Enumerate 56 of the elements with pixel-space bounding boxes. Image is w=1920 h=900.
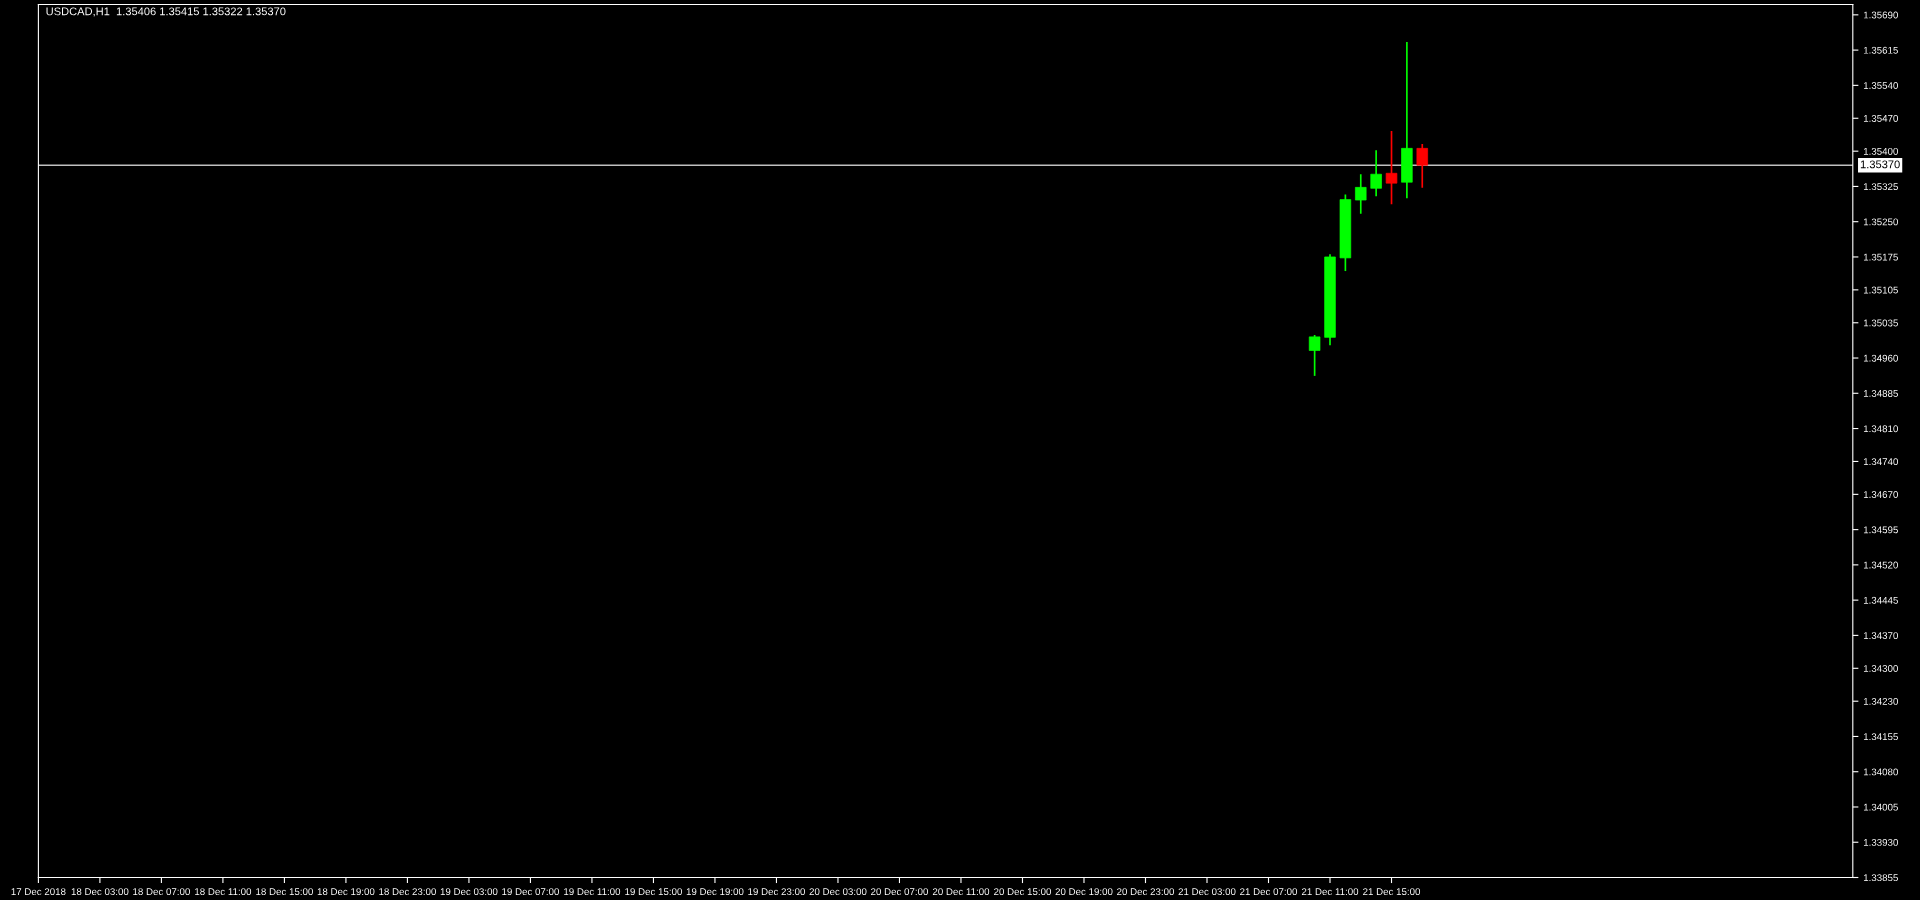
y-tick-label: 1.35540 [1863,82,1898,89]
x-tick-label: 21 Dec 03:00 [1178,888,1236,896]
y-tick-label: 1.34005 [1863,803,1898,811]
candlestick [1370,149,1382,198]
y-tick-label: 1.34370 [1863,632,1898,640]
y-tick-label: 1.34595 [1863,526,1898,534]
y-tick-label: 1.34740 [1863,458,1898,466]
y-tick-label: 1.34300 [1863,665,1898,672]
x-tick-label: 20 Dec 07:00 [871,888,929,896]
candlestick [1308,334,1321,377]
x-tick-label: 19 Dec 23:00 [748,888,805,896]
y-tick-label: 1.34810 [1863,425,1898,433]
x-tick-label: 19 Dec 11:00 [564,888,621,896]
y-tick-label: 1.34885 [1863,390,1898,397]
x-tick-label: 18 Dec 19:00 [317,888,375,896]
x-tick-label: 20 Dec 03:00 [809,888,867,896]
y-tick-label: 1.35250 [1863,218,1898,226]
y-tick-label: 1.33855 [1863,874,1898,882]
y-tick-label: 1.35615 [1863,46,1898,54]
x-tick-label: 20 Dec 11:00 [932,888,990,896]
x-tick-label: 20 Dec 23:00 [1117,888,1175,896]
x-tick-label: 18 Dec 23:00 [379,888,436,896]
x-tick-label: 18 Dec 03:00 [71,888,129,896]
y-tick-label: 1.35105 [1863,286,1898,294]
y-tick-label: 1.35035 [1863,319,1898,327]
x-tick-label: 20 Dec 15:00 [994,888,1052,896]
y-tick-label: 1.35400 [1863,147,1898,155]
x-tick-label: 21 Dec 15:00 [1363,888,1421,896]
x-tick-label: 19 Dec 19:00 [686,888,744,896]
x-tick-label: 17 Dec 2018 [11,888,66,896]
x-tick-label: 19 Dec 03:00 [440,888,498,896]
x-tick-label: 19 Dec 07:00 [502,888,559,896]
candlestick [1416,143,1428,189]
x-tick-label: 18 Dec 15:00 [256,888,313,896]
y-tick-label: 1.34155 [1863,733,1898,741]
y-tick-label: 1.34080 [1863,768,1898,776]
chart-title: USDCAD,H1 1.35406 1.35415 1.35322 1.35370 [46,7,286,17]
y-tick-label: 1.33930 [1863,838,1898,846]
ref-line-label: 1.35370 [1860,160,1900,169]
candlestick [1355,173,1367,215]
y-tick-label: 1.34445 [1863,596,1898,604]
y-tick-label: 1.34960 [1863,354,1898,362]
x-tick-label: 21 Dec 11:00 [1301,888,1359,896]
x-tick-label: 19 Dec 15:00 [625,888,682,896]
y-tick-label: 1.35325 [1863,183,1898,191]
x-tick-label: 21 Dec 07:00 [1240,888,1298,896]
y-tick-label: 1.35690 [1863,11,1898,19]
y-tick-label: 1.34670 [1863,491,1898,498]
candlestick [1385,130,1398,206]
x-tick-label: 18 Dec 07:00 [133,888,190,896]
y-tick-label: 1.34520 [1863,561,1898,569]
y-tick-label: 1.35470 [1863,115,1898,122]
y-tick-label: 1.34230 [1863,697,1898,705]
y-tick-label: 1.35175 [1863,253,1898,261]
x-tick-label: 18 Dec 11:00 [195,888,252,896]
x-tick-label: 20 Dec 19:00 [1055,888,1113,896]
